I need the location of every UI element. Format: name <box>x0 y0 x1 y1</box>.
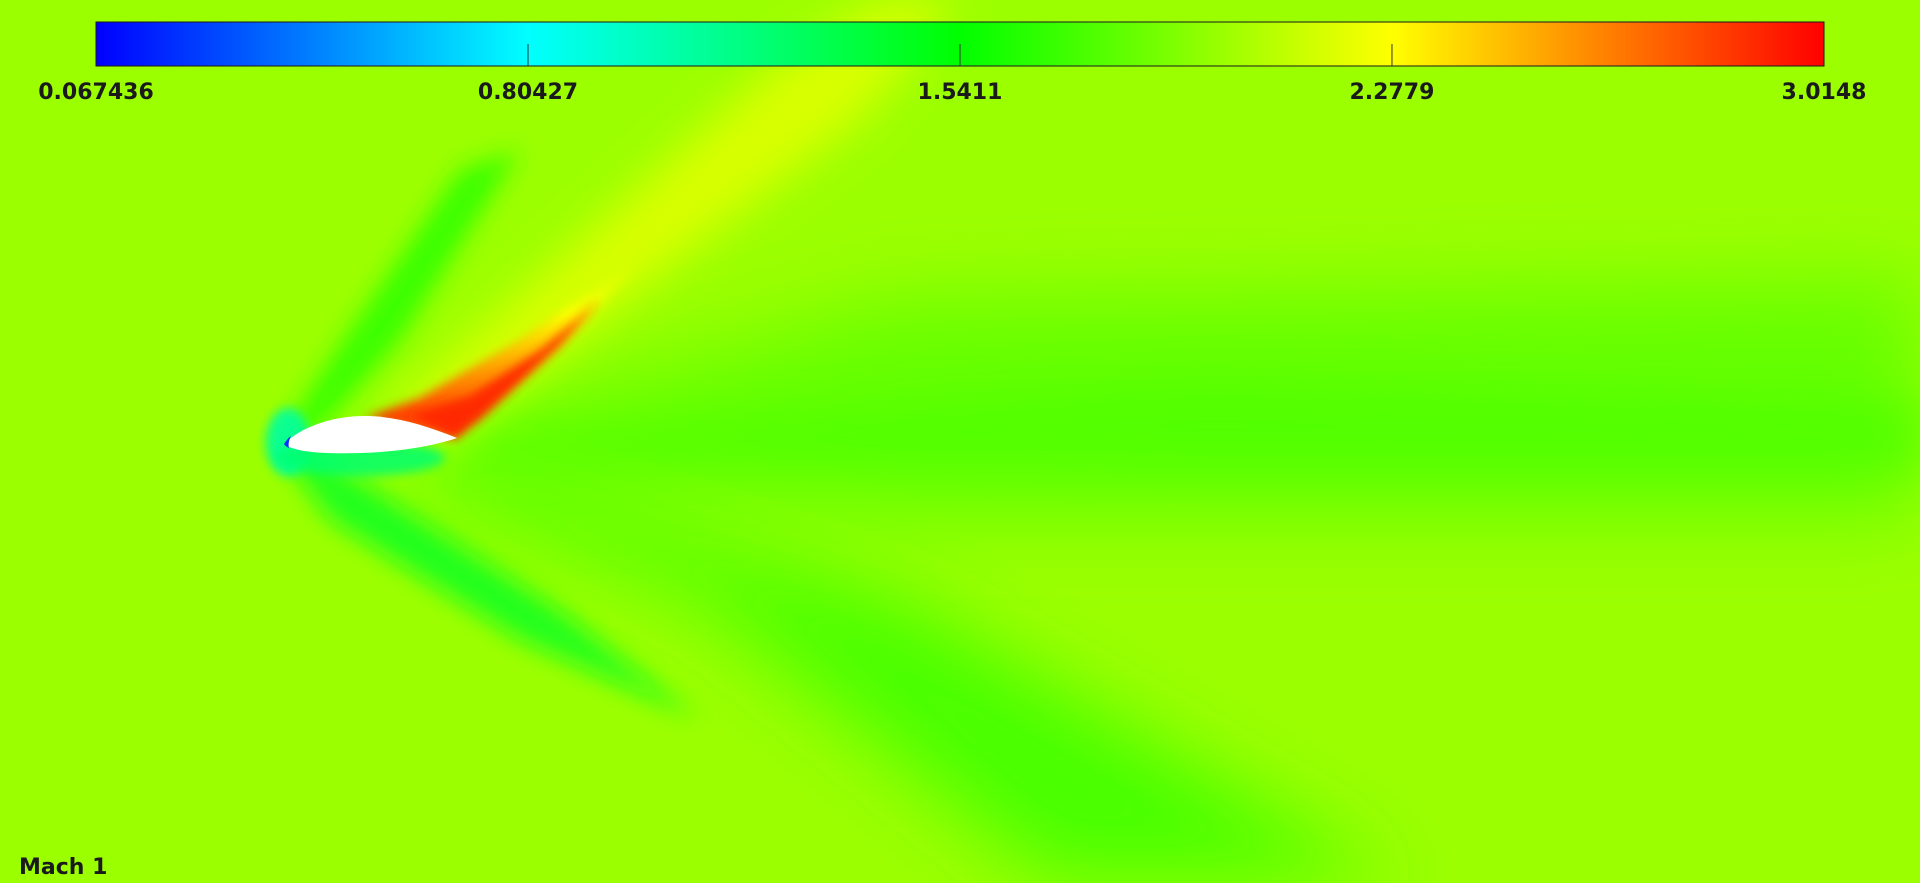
bow-shock-upper <box>275 150 520 445</box>
colorbar-tick-label-2: 1.5411 <box>918 80 1003 105</box>
expansion-fan <box>365 255 650 438</box>
caption-label: Mach 1 <box>19 855 107 880</box>
colorbar-tick-label-1: 0.80427 <box>478 80 578 105</box>
bow-shock-lower <box>275 440 700 720</box>
colorbar-tick-labels: 0.067436 0.80427 1.5411 2.2779 3.0148 <box>38 80 1866 105</box>
colorbar-tick-label-3: 2.2779 <box>1350 80 1435 105</box>
colorbar: 0.067436 0.80427 1.5411 2.2779 3.0148 <box>38 21 1866 105</box>
expansion-core <box>410 300 600 438</box>
colorbar-tick-label-0: 0.067436 <box>38 80 154 105</box>
colorbar-tick-label-4: 3.0148 <box>1782 80 1867 105</box>
wake-region-mid <box>460 380 1920 470</box>
colorbar-ticks <box>527 44 1393 66</box>
airfoil <box>284 416 457 454</box>
airfoil-leading-edge <box>284 436 291 448</box>
wake-region-lower <box>380 470 1400 883</box>
upper-shock-band <box>380 0 960 440</box>
